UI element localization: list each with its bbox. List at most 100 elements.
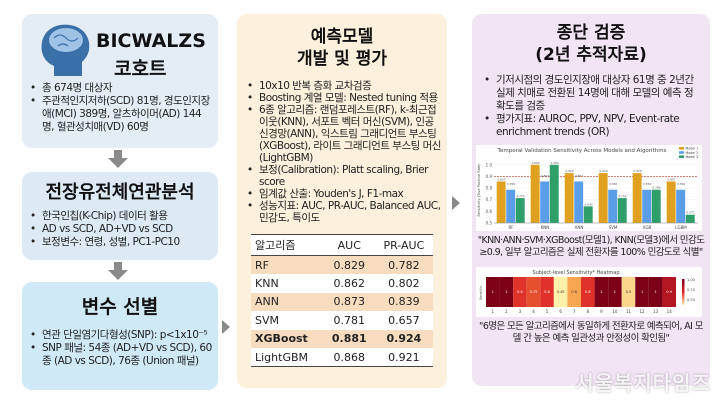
heatmap-x-label: 12 [640, 309, 646, 314]
heatmap-x-label: 13 [653, 309, 659, 314]
table-cell: SVM [255, 313, 279, 327]
legend-label: Model 2 [686, 151, 699, 155]
bar [598, 173, 608, 223]
y-tick-label: 0.7 [486, 197, 493, 202]
heatmap-x-label: 5 [546, 309, 549, 314]
bar-value-label: 0.786 [677, 182, 685, 186]
heatmap-cell [594, 277, 609, 307]
heatmap-cell-value: 0.5 [626, 290, 632, 294]
table-cell: 0.781 [333, 313, 366, 327]
colorbar [682, 279, 685, 305]
bar-value-label: 0.571 [687, 211, 695, 215]
bar [549, 164, 559, 223]
model-bullet: 성능지표: AUC, PR-AUC, Balanced AUC, 민감도, 특이… [245, 200, 441, 224]
table-row: ANN 0.873 0.839 [251, 292, 433, 311]
heatmap-cell [486, 277, 500, 307]
model-bullet: 임계값 산출: Youden's J, F1-max [245, 188, 441, 200]
bar-value-label: 0.786 [507, 182, 515, 186]
bar [676, 189, 686, 223]
y-tick-label: 0.6 [486, 209, 493, 214]
table-cell: 0.924 [386, 332, 422, 346]
table-cell: 0.839 [388, 295, 420, 309]
bar [574, 181, 584, 223]
table-cell: 0.921 [388, 350, 420, 364]
x-tick-label: LGBM [675, 225, 687, 230]
heatmap-x-label: 7 [573, 309, 576, 314]
selection-box: 변수 선별 연관 단일염기다형성(SNP): p<1x10⁻⁵ SNP 패널: … [22, 282, 218, 390]
selection-bullet: SNP 패널: 54종 (AD+VD vs SCD), 60종 (AD vs S… [28, 342, 212, 368]
arrow-down-head [108, 270, 128, 280]
x-tick-label: ANN [575, 225, 584, 230]
heatmap-x-label: 11 [626, 309, 632, 314]
x-tick-label: XGB [643, 225, 652, 230]
y-tick-label: 1.0 [486, 162, 493, 167]
bar [651, 189, 661, 223]
legend-label: Model 1 [686, 147, 699, 151]
cohort-box: BICWALZS 코호트 총 674명 대상자 주관적인지저하(SCD) 81명… [22, 14, 218, 148]
legend-swatch [679, 147, 684, 150]
bar [506, 189, 516, 223]
heatmap-x-label: 2 [505, 309, 508, 314]
validation-title-line2: (2년 추적자료) [535, 45, 647, 65]
bar [632, 173, 642, 223]
table-cell: ANN [255, 295, 279, 309]
table-row: KNN 0.862 0.802 [251, 274, 433, 293]
heatmap-cell [635, 277, 649, 307]
table-row: SVM 0.781 0.657 [251, 311, 433, 330]
heatmap-cell-value: 1 [641, 290, 643, 294]
heatmap-cell [513, 277, 527, 307]
model-bullet: 10x10 반복 층화 교차검증 [245, 80, 441, 92]
table-row: LightGBM 0.868 0.921 [251, 348, 433, 367]
sensitivity-heatmap: Subject-level Sensitivity* Heatmap Sensit… [476, 267, 702, 317]
heatmap-cell-value: 0.8 [517, 290, 523, 294]
y-tick-label: 0.8 [486, 186, 493, 191]
colorbar-tick: 1.00 [687, 278, 695, 282]
bar-value-label: 0.929 [633, 169, 641, 173]
heatmap-x-label: 9 [600, 309, 603, 314]
bar [608, 189, 618, 223]
heatmap-x-label: 10 [612, 309, 618, 314]
heatmap-title: Subject-level Sensitivity* Heatmap [532, 270, 619, 276]
bar-value-label: 0.857 [667, 177, 675, 181]
y-tick-label: 0.5 [486, 221, 493, 226]
bar-value-label: 1.000 [551, 161, 559, 165]
table-cell: XGBoost [255, 332, 308, 346]
x-tick-label: RF [508, 225, 514, 230]
bar [515, 198, 525, 223]
table-cell: 0.862 [333, 276, 366, 290]
table-cell: 0.881 [331, 332, 367, 346]
bar-value-label: 0.929 [565, 169, 573, 173]
gwas-title: 전장유전체연관분석 [45, 182, 195, 203]
heatmap-cell-value: 0.8 [544, 290, 550, 294]
cohort-subtitle: 코호트 [114, 58, 167, 80]
legend-swatch [679, 155, 684, 158]
table-header: 알고리즘 [255, 239, 296, 252]
heatmap-cell [621, 277, 636, 307]
bar-chart-quote: "KNN·ANN·SVM·XGBoost(모델1), KNN(모델3)에서 민감… [477, 235, 705, 258]
table-cell: LightGBM [255, 350, 309, 364]
heatmap-cell [553, 277, 568, 307]
model-bullet: Boosting 계열 모델: Nested tuning 적용 [245, 92, 441, 104]
heatmap-x-label: 8 [587, 309, 590, 314]
gwas-bullet: 보정변수: 연령, 성별, PC1-PC10 [28, 236, 212, 249]
bar [642, 189, 652, 223]
cohort-bullet: 총 674명 대상자 [28, 82, 212, 95]
heatmap-cell [499, 277, 514, 307]
bar [530, 164, 540, 223]
bar [685, 214, 695, 223]
watermark: 서울복지타임즈 [575, 371, 711, 395]
heatmap-cell-value: 0.6 [571, 290, 577, 294]
heatmap-x-label: 1 [492, 309, 495, 314]
bar-value-label: 1.000 [531, 161, 539, 165]
heatmap-x-label: 14 [667, 309, 673, 314]
table-cell: RF [255, 258, 269, 272]
heatmap-cell [526, 277, 541, 307]
colorbar-tick: 0.75 [687, 288, 695, 292]
bar [496, 181, 506, 223]
model-title: 예측모델 개발 및 평가 [243, 26, 441, 70]
heatmap-cell-value: 0.75 [530, 290, 538, 294]
bar [564, 173, 574, 223]
heatmap-cell [567, 277, 581, 307]
arrow-right [222, 320, 230, 334]
validation-bullet: 기저시점의 경도인지장애 대상자 61명 중 2년간 실제 치매로 전환된 14… [482, 74, 702, 113]
